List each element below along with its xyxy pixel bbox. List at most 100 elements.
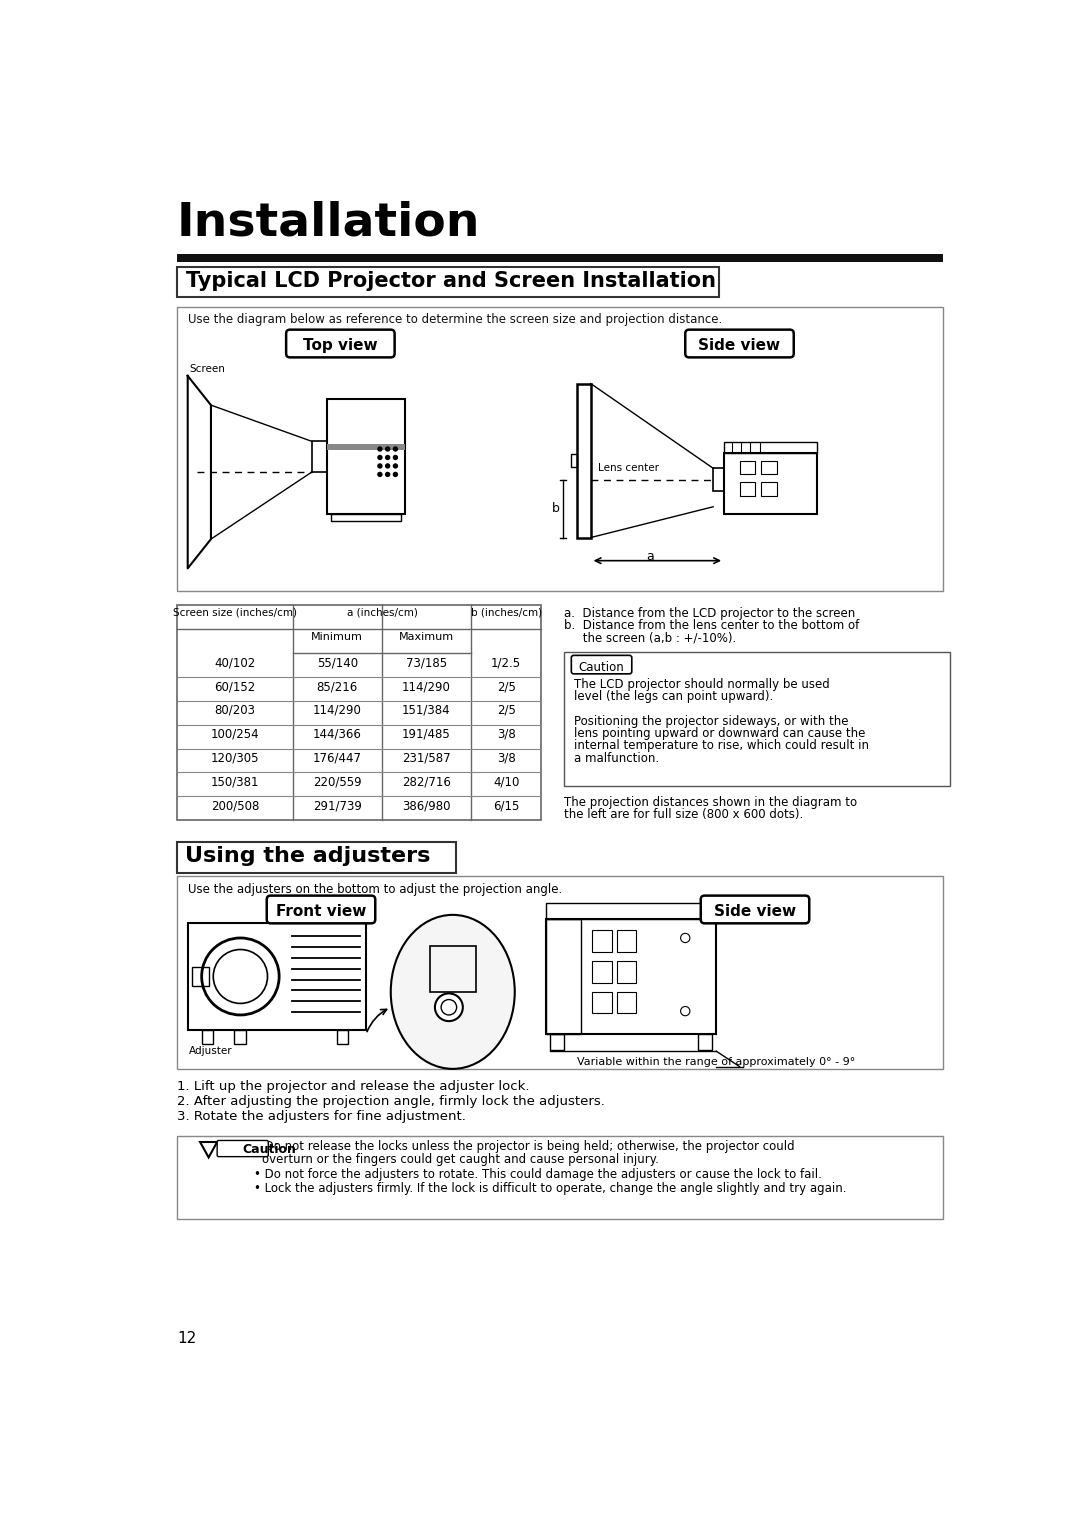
Text: 191/485: 191/485	[402, 727, 450, 741]
Text: 73/185: 73/185	[406, 656, 447, 669]
Text: 2. After adjusting the projection angle, firmly lock the adjusters.: 2. After adjusting the projection angle,…	[177, 1096, 605, 1108]
Text: !: !	[206, 1144, 212, 1155]
Text: Screen: Screen	[189, 364, 225, 374]
Text: • Do not force the adjusters to rotate. This could damage the adjusters or cause: • Do not force the adjusters to rotate. …	[255, 1169, 822, 1181]
Ellipse shape	[391, 915, 515, 1070]
FancyBboxPatch shape	[267, 895, 375, 923]
Bar	[617, 931, 636, 952]
Text: Lens center: Lens center	[598, 463, 660, 472]
Text: 2/5: 2/5	[497, 704, 515, 717]
Text: 6/15: 6/15	[494, 799, 519, 813]
FancyBboxPatch shape	[685, 330, 794, 358]
Text: internal temperature to rise, which could result in: internal temperature to rise, which coul…	[573, 740, 868, 752]
Text: 231/587: 231/587	[402, 752, 450, 764]
Text: Screen size (inches/cm): Screen size (inches/cm)	[173, 608, 297, 617]
Text: • Lock the adjusters firmly. If the lock is difficult to operate, change the ang: • Lock the adjusters firmly. If the lock…	[255, 1183, 847, 1195]
Text: the left are for full size (800 x 600 dots).: the left are for full size (800 x 600 do…	[565, 808, 804, 821]
Text: b: b	[552, 501, 559, 515]
Bar	[565, 651, 950, 787]
Bar	[177, 1135, 943, 1219]
Text: Using the adjusters: Using the adjusters	[185, 847, 430, 866]
Text: Typical LCD Projector and Screen Installation: Typical LCD Projector and Screen Install…	[186, 270, 716, 292]
Text: the screen (a,b : +/-10%).: the screen (a,b : +/-10%).	[565, 631, 737, 645]
Text: 151/384: 151/384	[402, 704, 450, 717]
Bar	[724, 452, 816, 515]
Bar	[724, 442, 816, 452]
Text: Variable within the range of approximately 0° - 9°: Variable within the range of approximate…	[577, 1056, 855, 1067]
Text: Maximum: Maximum	[399, 631, 454, 642]
Text: 85/216: 85/216	[316, 680, 357, 694]
Text: The LCD projector should normally be used: The LCD projector should normally be use…	[573, 678, 829, 691]
Text: level (the legs can point upward).: level (the legs can point upward).	[573, 691, 773, 703]
Text: Use the adjusters on the bottom to adjust the projection angle.: Use the adjusters on the bottom to adjus…	[188, 883, 562, 895]
Circle shape	[384, 455, 390, 460]
Text: 291/739: 291/739	[313, 799, 362, 813]
Bar	[740, 483, 755, 497]
Text: a: a	[647, 550, 654, 562]
Bar	[545, 903, 716, 918]
Bar	[234, 1030, 246, 1044]
Bar	[177, 254, 943, 261]
Bar	[761, 460, 777, 474]
Bar	[545, 918, 716, 1034]
Circle shape	[377, 472, 382, 477]
Text: 144/366: 144/366	[313, 727, 362, 741]
Text: a (inches/cm): a (inches/cm)	[347, 608, 418, 617]
Circle shape	[384, 472, 390, 477]
Text: 40/102: 40/102	[214, 656, 256, 669]
Text: 80/203: 80/203	[215, 704, 256, 717]
Text: 114/290: 114/290	[402, 680, 450, 694]
Text: a malfunction.: a malfunction.	[573, 752, 659, 764]
Text: lens pointing upward or downward can cause the: lens pointing upward or downward can cau…	[573, 727, 865, 740]
Text: 3/8: 3/8	[497, 727, 515, 741]
Text: 282/716: 282/716	[402, 776, 450, 788]
Circle shape	[393, 446, 399, 452]
Circle shape	[393, 463, 399, 469]
Text: Side view: Side view	[714, 905, 796, 918]
Bar	[177, 842, 456, 872]
Bar	[202, 1030, 213, 1044]
Bar	[191, 967, 208, 986]
Bar	[617, 992, 636, 1013]
Circle shape	[384, 446, 390, 452]
Bar	[592, 961, 611, 983]
Bar	[699, 1034, 713, 1050]
Text: Adjuster: Adjuster	[189, 1045, 233, 1056]
Bar	[337, 1030, 348, 1044]
Bar	[592, 931, 611, 952]
Text: Top view: Top view	[303, 338, 378, 353]
Bar	[188, 923, 366, 1030]
Text: 60/152: 60/152	[214, 680, 256, 694]
Text: 150/381: 150/381	[211, 776, 259, 788]
Circle shape	[393, 472, 399, 477]
Text: 55/140: 55/140	[316, 656, 357, 669]
Bar	[592, 992, 611, 1013]
Text: Caution: Caution	[579, 660, 624, 674]
Bar	[430, 946, 476, 992]
Text: 1. Lift up the projector and release the adjuster lock.: 1. Lift up the projector and release the…	[177, 1080, 529, 1094]
Text: 2/5: 2/5	[497, 680, 515, 694]
Polygon shape	[200, 1141, 217, 1157]
Circle shape	[377, 446, 382, 452]
Bar	[327, 399, 405, 515]
Text: Front view: Front view	[275, 905, 366, 918]
Bar	[570, 454, 577, 466]
Text: 114/290: 114/290	[313, 704, 362, 717]
Circle shape	[441, 999, 457, 1015]
Bar	[550, 1034, 564, 1050]
Circle shape	[377, 455, 382, 460]
FancyBboxPatch shape	[286, 330, 394, 358]
Bar	[740, 460, 755, 474]
Text: 4/10: 4/10	[494, 776, 519, 788]
Circle shape	[377, 463, 382, 469]
Text: Minimum: Minimum	[311, 631, 363, 642]
Text: 120/305: 120/305	[211, 752, 259, 764]
Text: b (inches/cm): b (inches/cm)	[471, 608, 542, 617]
Text: Side view: Side view	[699, 338, 781, 353]
Bar	[177, 605, 541, 821]
Bar	[713, 468, 724, 492]
FancyBboxPatch shape	[217, 1140, 268, 1157]
FancyBboxPatch shape	[571, 656, 632, 674]
Bar	[617, 961, 636, 983]
Text: 176/447: 176/447	[313, 752, 362, 764]
